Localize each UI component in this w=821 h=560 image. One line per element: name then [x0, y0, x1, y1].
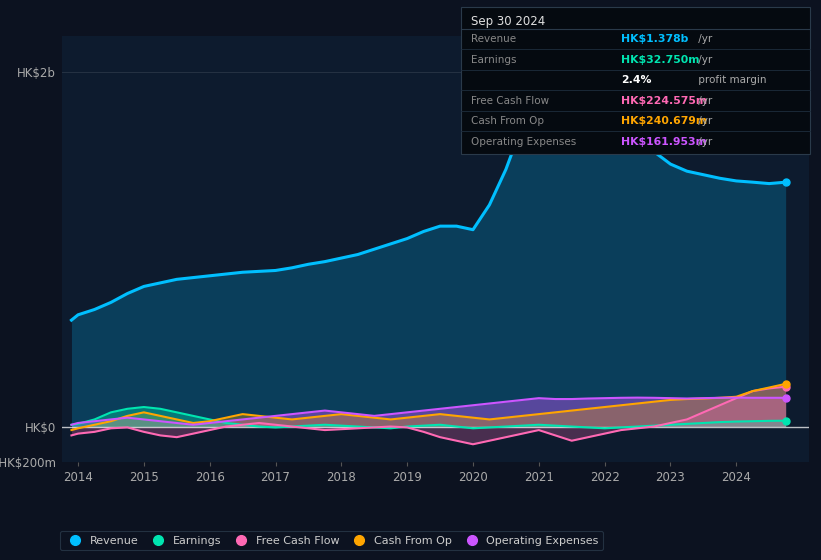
Text: Earnings: Earnings [471, 55, 516, 65]
Text: HK$240.679m: HK$240.679m [621, 116, 708, 127]
Text: Free Cash Flow: Free Cash Flow [471, 96, 549, 106]
Text: 2.4%: 2.4% [621, 75, 652, 85]
Legend: Revenue, Earnings, Free Cash Flow, Cash From Op, Operating Expenses: Revenue, Earnings, Free Cash Flow, Cash … [60, 531, 603, 550]
Text: Cash From Op: Cash From Op [471, 116, 544, 127]
Text: HK$161.953m: HK$161.953m [621, 137, 708, 147]
Text: /yr: /yr [695, 55, 713, 65]
Text: /yr: /yr [695, 116, 713, 127]
Text: Sep 30 2024: Sep 30 2024 [471, 15, 545, 27]
Text: /yr: /yr [695, 96, 713, 106]
Text: /yr: /yr [695, 34, 713, 44]
Text: Operating Expenses: Operating Expenses [471, 137, 576, 147]
Text: HK$1.378b: HK$1.378b [621, 34, 689, 44]
Text: HK$224.575m: HK$224.575m [621, 96, 708, 106]
Text: Revenue: Revenue [471, 34, 516, 44]
Text: HK$32.750m: HK$32.750m [621, 55, 700, 65]
Text: profit margin: profit margin [695, 75, 767, 85]
Text: /yr: /yr [695, 137, 713, 147]
